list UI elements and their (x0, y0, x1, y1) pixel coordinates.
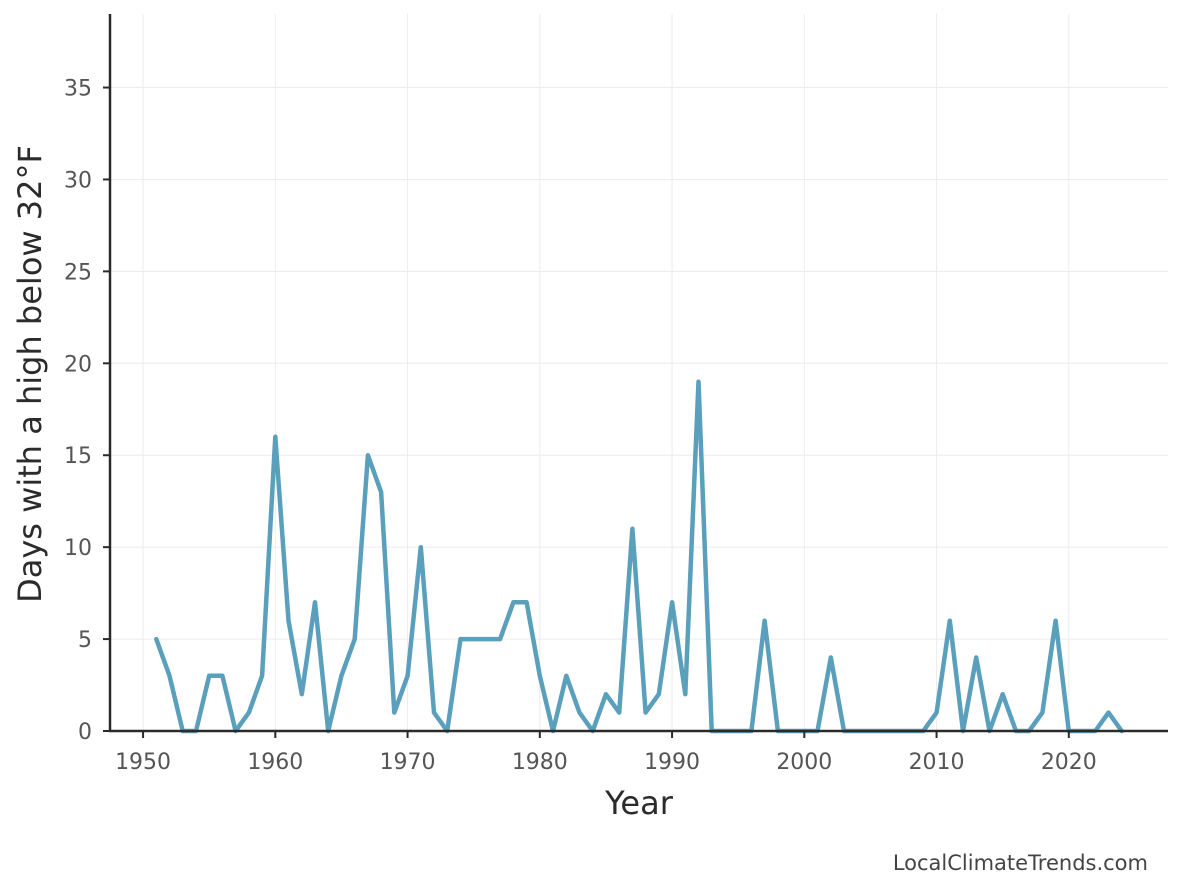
series-group (154, 379, 1124, 734)
x-tick-label: 2000 (776, 750, 832, 775)
y-tick-label: 35 (64, 77, 92, 102)
x-tick-label: 1960 (247, 750, 303, 775)
x-tick-label: 1980 (512, 750, 568, 775)
series-line (154, 379, 1124, 734)
y-tick-label: 0 (78, 720, 92, 745)
x-axis-ticks: 1950 1960 1970 1980 1990 2000 2010 2020 (115, 731, 1097, 775)
y-tick-label: 30 (64, 168, 92, 193)
x-tick-label: 1990 (644, 750, 700, 775)
x-axis-label: Year (604, 784, 674, 822)
y-axis-label: Days with a high below 32°F (11, 145, 49, 603)
grid-lines (110, 14, 1168, 732)
site-credit: LocalClimateTrends.com (892, 851, 1148, 875)
x-tick-label: 2020 (1041, 750, 1097, 775)
y-tick-label: 15 (64, 444, 92, 469)
x-tick-label: 1970 (380, 750, 436, 775)
y-tick-label: 5 (78, 628, 92, 653)
y-axis-ticks: 0 5 10 15 20 25 30 35 (64, 77, 110, 745)
y-tick-label: 20 (64, 352, 92, 377)
axes (108, 14, 1168, 733)
x-tick-label: 2010 (909, 750, 965, 775)
y-tick-label: 25 (64, 260, 92, 285)
x-tick-label: 1950 (115, 750, 171, 775)
y-tick-label: 10 (64, 536, 92, 561)
